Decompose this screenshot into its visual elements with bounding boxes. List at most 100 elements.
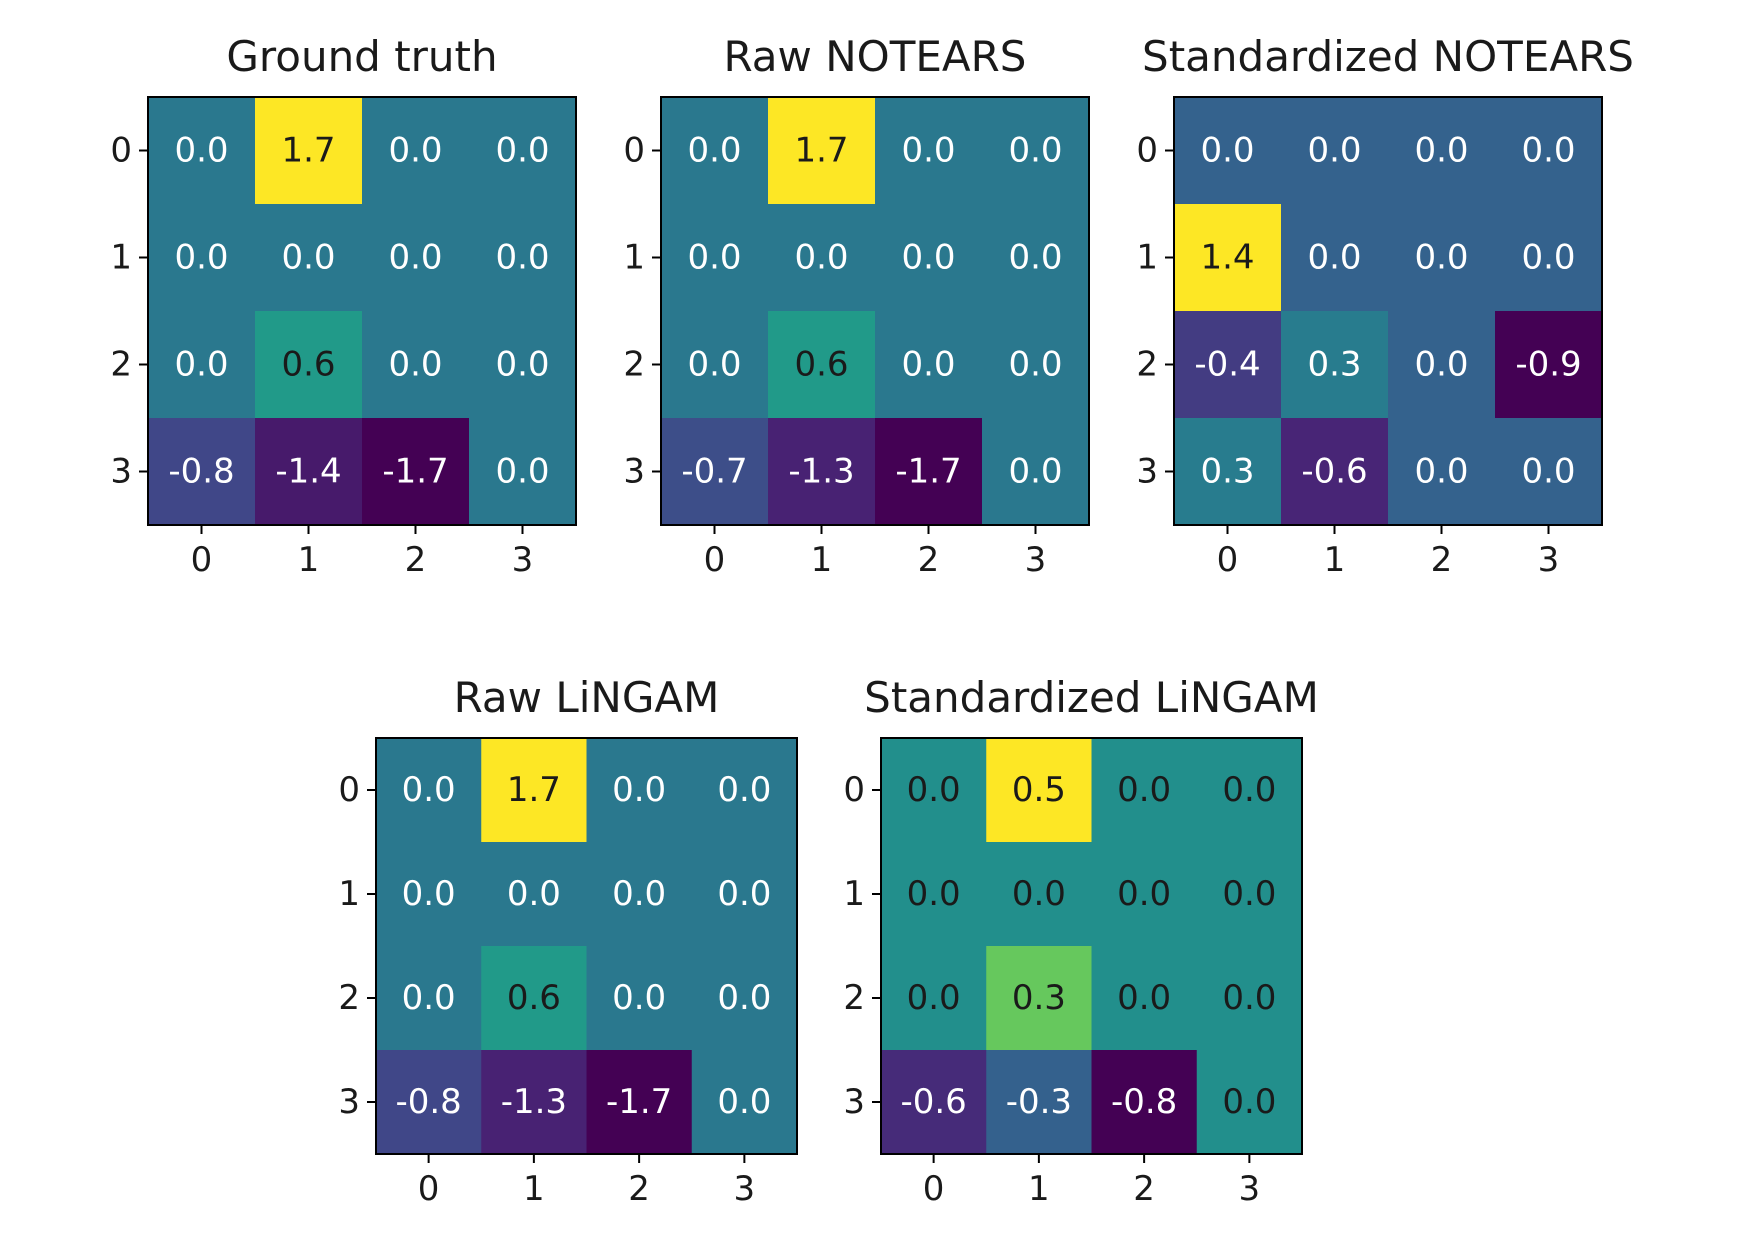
cell-value-label: -1.7 (606, 1082, 672, 1122)
heatmap-cell (255, 418, 363, 526)
x-tick-label: 2 (628, 1169, 650, 1209)
y-tick-label: 1 (1136, 238, 1158, 278)
heatmap-cell (1281, 97, 1389, 205)
heatmap-cell (586, 946, 693, 1051)
heatmap-cell (986, 1050, 1093, 1155)
heatmap-cell (376, 738, 482, 843)
cell-value-label: -0.9 (1515, 345, 1581, 385)
heatmap-cell (982, 204, 1090, 312)
cell-value-label: 0.0 (1117, 770, 1171, 810)
cell-value-label: 0.0 (687, 345, 741, 385)
heatmap-cell (875, 204, 983, 312)
plot-frame (1173, 96, 1603, 526)
heatmap-cell (1174, 204, 1282, 312)
cell-value-label: 0.6 (281, 345, 335, 385)
y-tick-label: 1 (338, 874, 360, 914)
cell-value-label: 0.0 (174, 345, 228, 385)
cell-value-label: 0.0 (1117, 978, 1171, 1018)
heatmap-cell (1091, 1050, 1198, 1155)
cell-value-label: 0.0 (901, 131, 955, 171)
cell-value-label: 0.0 (1012, 874, 1066, 914)
cell-value-label: 0.0 (717, 978, 771, 1018)
cell-value-label: 0.0 (507, 874, 561, 914)
cell-value-label: 0.0 (495, 238, 549, 278)
cell-value-label: -0.7 (681, 452, 747, 492)
heatmap-cell (661, 204, 769, 312)
cell-value-label: 0.0 (1117, 874, 1171, 914)
y-tick-label: 2 (110, 345, 132, 385)
heatmap-cell (1196, 946, 1303, 1051)
cell-value-label: 0.0 (907, 978, 961, 1018)
cell-value-label: 0.0 (687, 238, 741, 278)
cell-value-label: 0.0 (1008, 131, 1062, 171)
cell-value-label: -1.3 (788, 452, 854, 492)
x-tick-label: 2 (918, 540, 940, 580)
heatmap-cell (1196, 842, 1303, 947)
cell-value-label: -0.3 (1006, 1082, 1072, 1122)
y-tick-label: 3 (1136, 452, 1158, 492)
heatmap-cell (1281, 311, 1389, 419)
heatmap-cell (661, 97, 769, 205)
heatmap-cell (1388, 97, 1496, 205)
x-tick-label: 3 (734, 1169, 756, 1209)
x-tick-label: 3 (1538, 540, 1560, 580)
panel-title: Standardized LiNGAM (864, 673, 1319, 722)
cell-value-label: 0.0 (1414, 131, 1468, 171)
x-tick-label: 1 (811, 540, 833, 580)
x-tick-label: 0 (704, 540, 726, 580)
panel-title: Raw NOTEARS (724, 32, 1027, 81)
y-tick-label: 1 (623, 238, 645, 278)
y-tick-label: 0 (338, 770, 360, 810)
panel-title: Standardized NOTEARS (1142, 32, 1634, 81)
cell-value-label: 0.0 (901, 345, 955, 385)
heatmap-cell (1495, 204, 1603, 312)
heatmap-cell (986, 738, 1093, 843)
cell-value-label: 1.7 (794, 131, 848, 171)
heatmap-cell (1091, 842, 1198, 947)
heatmap-cell (875, 311, 983, 419)
heatmap-panel-1: 0.0 1.7 0.0 0.0 0.0 0.0 0.0 0.0 0.0 0.6 0.0 0.0 -0.8… (110, 32, 577, 580)
heatmap-cell (986, 946, 1093, 1051)
cell-value-label: 0.0 (907, 770, 961, 810)
cell-value-label: 0.0 (174, 131, 228, 171)
heatmap-cell (148, 97, 256, 205)
heatmap-cell (1495, 97, 1603, 205)
panel-title: Raw LiNGAM (454, 673, 720, 722)
heatmap-cell (1091, 946, 1198, 1051)
x-tick-label: 0 (418, 1169, 440, 1209)
y-tick-label: 1 (110, 238, 132, 278)
heatmap-cell (586, 1050, 693, 1155)
heatmap-cell (768, 204, 876, 312)
heatmap-cell (362, 418, 470, 526)
heatmap-cell (875, 97, 983, 205)
cell-value-label: 0.0 (612, 770, 666, 810)
cell-value-label: -0.8 (1111, 1082, 1177, 1122)
cell-value-label: -0.6 (900, 1082, 966, 1122)
cell-value-label: -1.7 (382, 452, 448, 492)
cell-value-label: 0.0 (388, 345, 442, 385)
cell-value-label: 1.7 (507, 770, 561, 810)
x-tick-label: 3 (1025, 540, 1047, 580)
cell-value-label: 0.3 (1307, 345, 1361, 385)
heatmap-cell (1495, 418, 1603, 526)
x-tick-label: 2 (405, 540, 427, 580)
cell-value-label: 0.0 (907, 874, 961, 914)
heatmap-cell (148, 311, 256, 419)
cell-value-label: 0.0 (717, 874, 771, 914)
cell-value-label: 0.0 (687, 131, 741, 171)
heatmap-cell (875, 418, 983, 526)
y-tick-label: 3 (110, 452, 132, 492)
heatmap-cell (1196, 738, 1303, 843)
y-tick-label: 2 (623, 345, 645, 385)
heatmap-cell (881, 738, 987, 843)
heatmap-cell (768, 97, 876, 205)
cell-value-label: 0.3 (1200, 452, 1254, 492)
cell-value-label: 0.0 (174, 238, 228, 278)
cell-value-label: -0.8 (395, 1082, 461, 1122)
heatmap-cell (586, 842, 693, 947)
x-tick-label: 2 (1431, 540, 1453, 580)
y-tick-label: 0 (843, 770, 865, 810)
cell-value-label: 0.0 (1222, 874, 1276, 914)
cell-value-label: 1.7 (281, 131, 335, 171)
heatmap-cell (691, 738, 798, 843)
